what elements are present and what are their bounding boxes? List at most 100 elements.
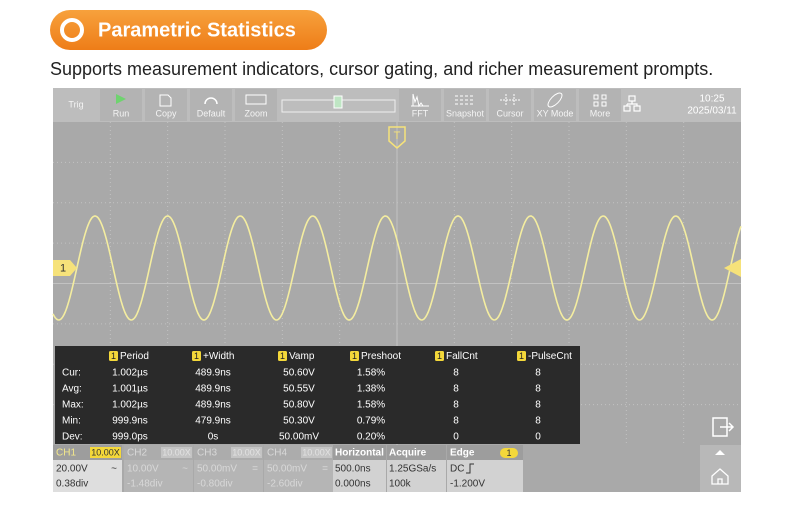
source-badge-label: 1 <box>519 351 524 361</box>
measurement-value: 50.55V <box>283 384 315 395</box>
scale: 10.00V <box>127 464 159 475</box>
source-badge <box>192 351 201 361</box>
measurement-value: 1.001µs <box>112 384 148 395</box>
xy-icon <box>547 92 563 108</box>
measurement-value: 0s <box>208 432 219 443</box>
coupling: = <box>252 464 258 475</box>
horizontal-panel-header <box>333 445 386 460</box>
fft-icon <box>411 93 429 108</box>
measurement-table <box>55 346 580 444</box>
measurement-value: 489.9ns <box>195 384 231 395</box>
measurement-value: 50.00mV <box>279 432 319 443</box>
measurement-value: 8 <box>453 368 459 379</box>
toolbar-button[interactable] <box>444 89 486 121</box>
subtitle: Supports measurement indicators, cursor … <box>50 59 713 79</box>
column-header: Vamp <box>289 351 315 362</box>
column-header: Preshoot <box>361 351 401 362</box>
coupling: ~ <box>182 464 188 475</box>
button-label: Cursor <box>496 108 523 118</box>
probe-badge <box>231 447 262 458</box>
row-label: Dev: <box>62 432 83 443</box>
probe: 10.00X <box>232 447 261 457</box>
measurement-value: 8 <box>453 416 459 427</box>
source-badge-label: 1 <box>280 351 285 361</box>
scale: 50.00mV <box>197 464 237 475</box>
offset: -1.48div <box>127 479 163 490</box>
trigger-coupling: DC <box>450 464 464 475</box>
channel-name: CH1 <box>56 448 76 459</box>
source-badge <box>278 351 287 361</box>
up-icon[interactable] <box>715 450 725 455</box>
time: 10:25 <box>699 94 724 105</box>
channel-marker-label: 1 <box>60 262 66 274</box>
button-label: Snapshot <box>446 108 485 118</box>
slider-thumb[interactable] <box>333 95 343 109</box>
horizontal-title: Horizontal <box>335 448 384 459</box>
toolbar-button[interactable] <box>100 89 142 121</box>
measurement-value: 0.20% <box>357 432 385 443</box>
measurement-value: 489.9ns <box>195 368 231 379</box>
trigger-marker-label: T <box>394 130 401 142</box>
channel-name: CH3 <box>197 448 217 459</box>
network-icon <box>623 95 641 112</box>
scale: 20.00V <box>56 464 88 475</box>
horizontal-position: 0.000ns <box>335 479 371 490</box>
button-label: Zoom <box>244 108 267 118</box>
horizontal-scale: 500.0ns <box>335 464 371 475</box>
measurement-value: 1.58% <box>357 400 385 411</box>
channel-name: CH4 <box>267 448 287 459</box>
row-label: Cur: <box>62 368 81 379</box>
source-badge <box>109 351 118 361</box>
probe: 10.00X <box>302 447 331 457</box>
row-label: Min: <box>62 416 81 427</box>
home-icon[interactable] <box>711 468 729 485</box>
cursor-icon <box>500 94 520 106</box>
measurement-value: 999.0ps <box>112 432 148 443</box>
title-pill <box>50 10 327 50</box>
measurement-value: 50.80V <box>283 400 315 411</box>
toolbar-button[interactable] <box>190 89 232 121</box>
trigger-level: -1.200V <box>450 479 485 490</box>
button-label: Copy <box>155 108 177 118</box>
acquire-panel-header <box>387 445 446 460</box>
measurement-value: 8 <box>535 416 541 427</box>
measurement-value: 1.002µs <box>112 400 148 411</box>
row-label: Avg: <box>62 384 82 395</box>
column-header: +Width <box>203 351 234 362</box>
probe-badge <box>301 447 332 458</box>
row-label: Max: <box>62 400 84 411</box>
source-badge <box>350 351 359 361</box>
measurement-value: 50.60V <box>283 368 315 379</box>
trigger-source-badge <box>500 448 518 458</box>
toolbar-button[interactable] <box>579 89 621 121</box>
source-badge-label: 1 <box>111 351 116 361</box>
offset: -2.60div <box>267 479 303 490</box>
measurement-value: 999.9ns <box>112 416 148 427</box>
column-header: -PulseCnt <box>528 351 572 362</box>
acquire-depth: 100k <box>389 479 412 490</box>
measurement-value: 489.9ns <box>195 400 231 411</box>
button-label: XY Mode <box>537 108 574 118</box>
scale: 50.00mV <box>267 464 307 475</box>
button-label: Run <box>113 108 130 118</box>
snapshot-icon <box>455 95 475 105</box>
measurement-value: 8 <box>535 400 541 411</box>
measurement-value: 1.002µs <box>112 368 148 379</box>
button-label: Default <box>197 108 226 118</box>
offset: 0.38div <box>56 479 88 490</box>
slope-icon <box>466 463 474 474</box>
more-icon <box>593 94 607 107</box>
toolbar-button[interactable] <box>235 89 277 121</box>
source-badge <box>517 351 526 361</box>
trigger-level-marker <box>724 259 741 277</box>
coupling: ~ <box>111 464 117 475</box>
measurement-value: 8 <box>535 384 541 395</box>
copy-icon <box>159 94 172 107</box>
zoom-icon <box>245 94 267 105</box>
date: 2025/03/11 <box>687 106 737 117</box>
toolbar-button[interactable] <box>489 89 531 121</box>
toolbar-button[interactable] <box>145 89 187 121</box>
measurement-value: 0.79% <box>357 416 385 427</box>
waveform <box>52 215 742 321</box>
coupling: = <box>322 464 328 475</box>
